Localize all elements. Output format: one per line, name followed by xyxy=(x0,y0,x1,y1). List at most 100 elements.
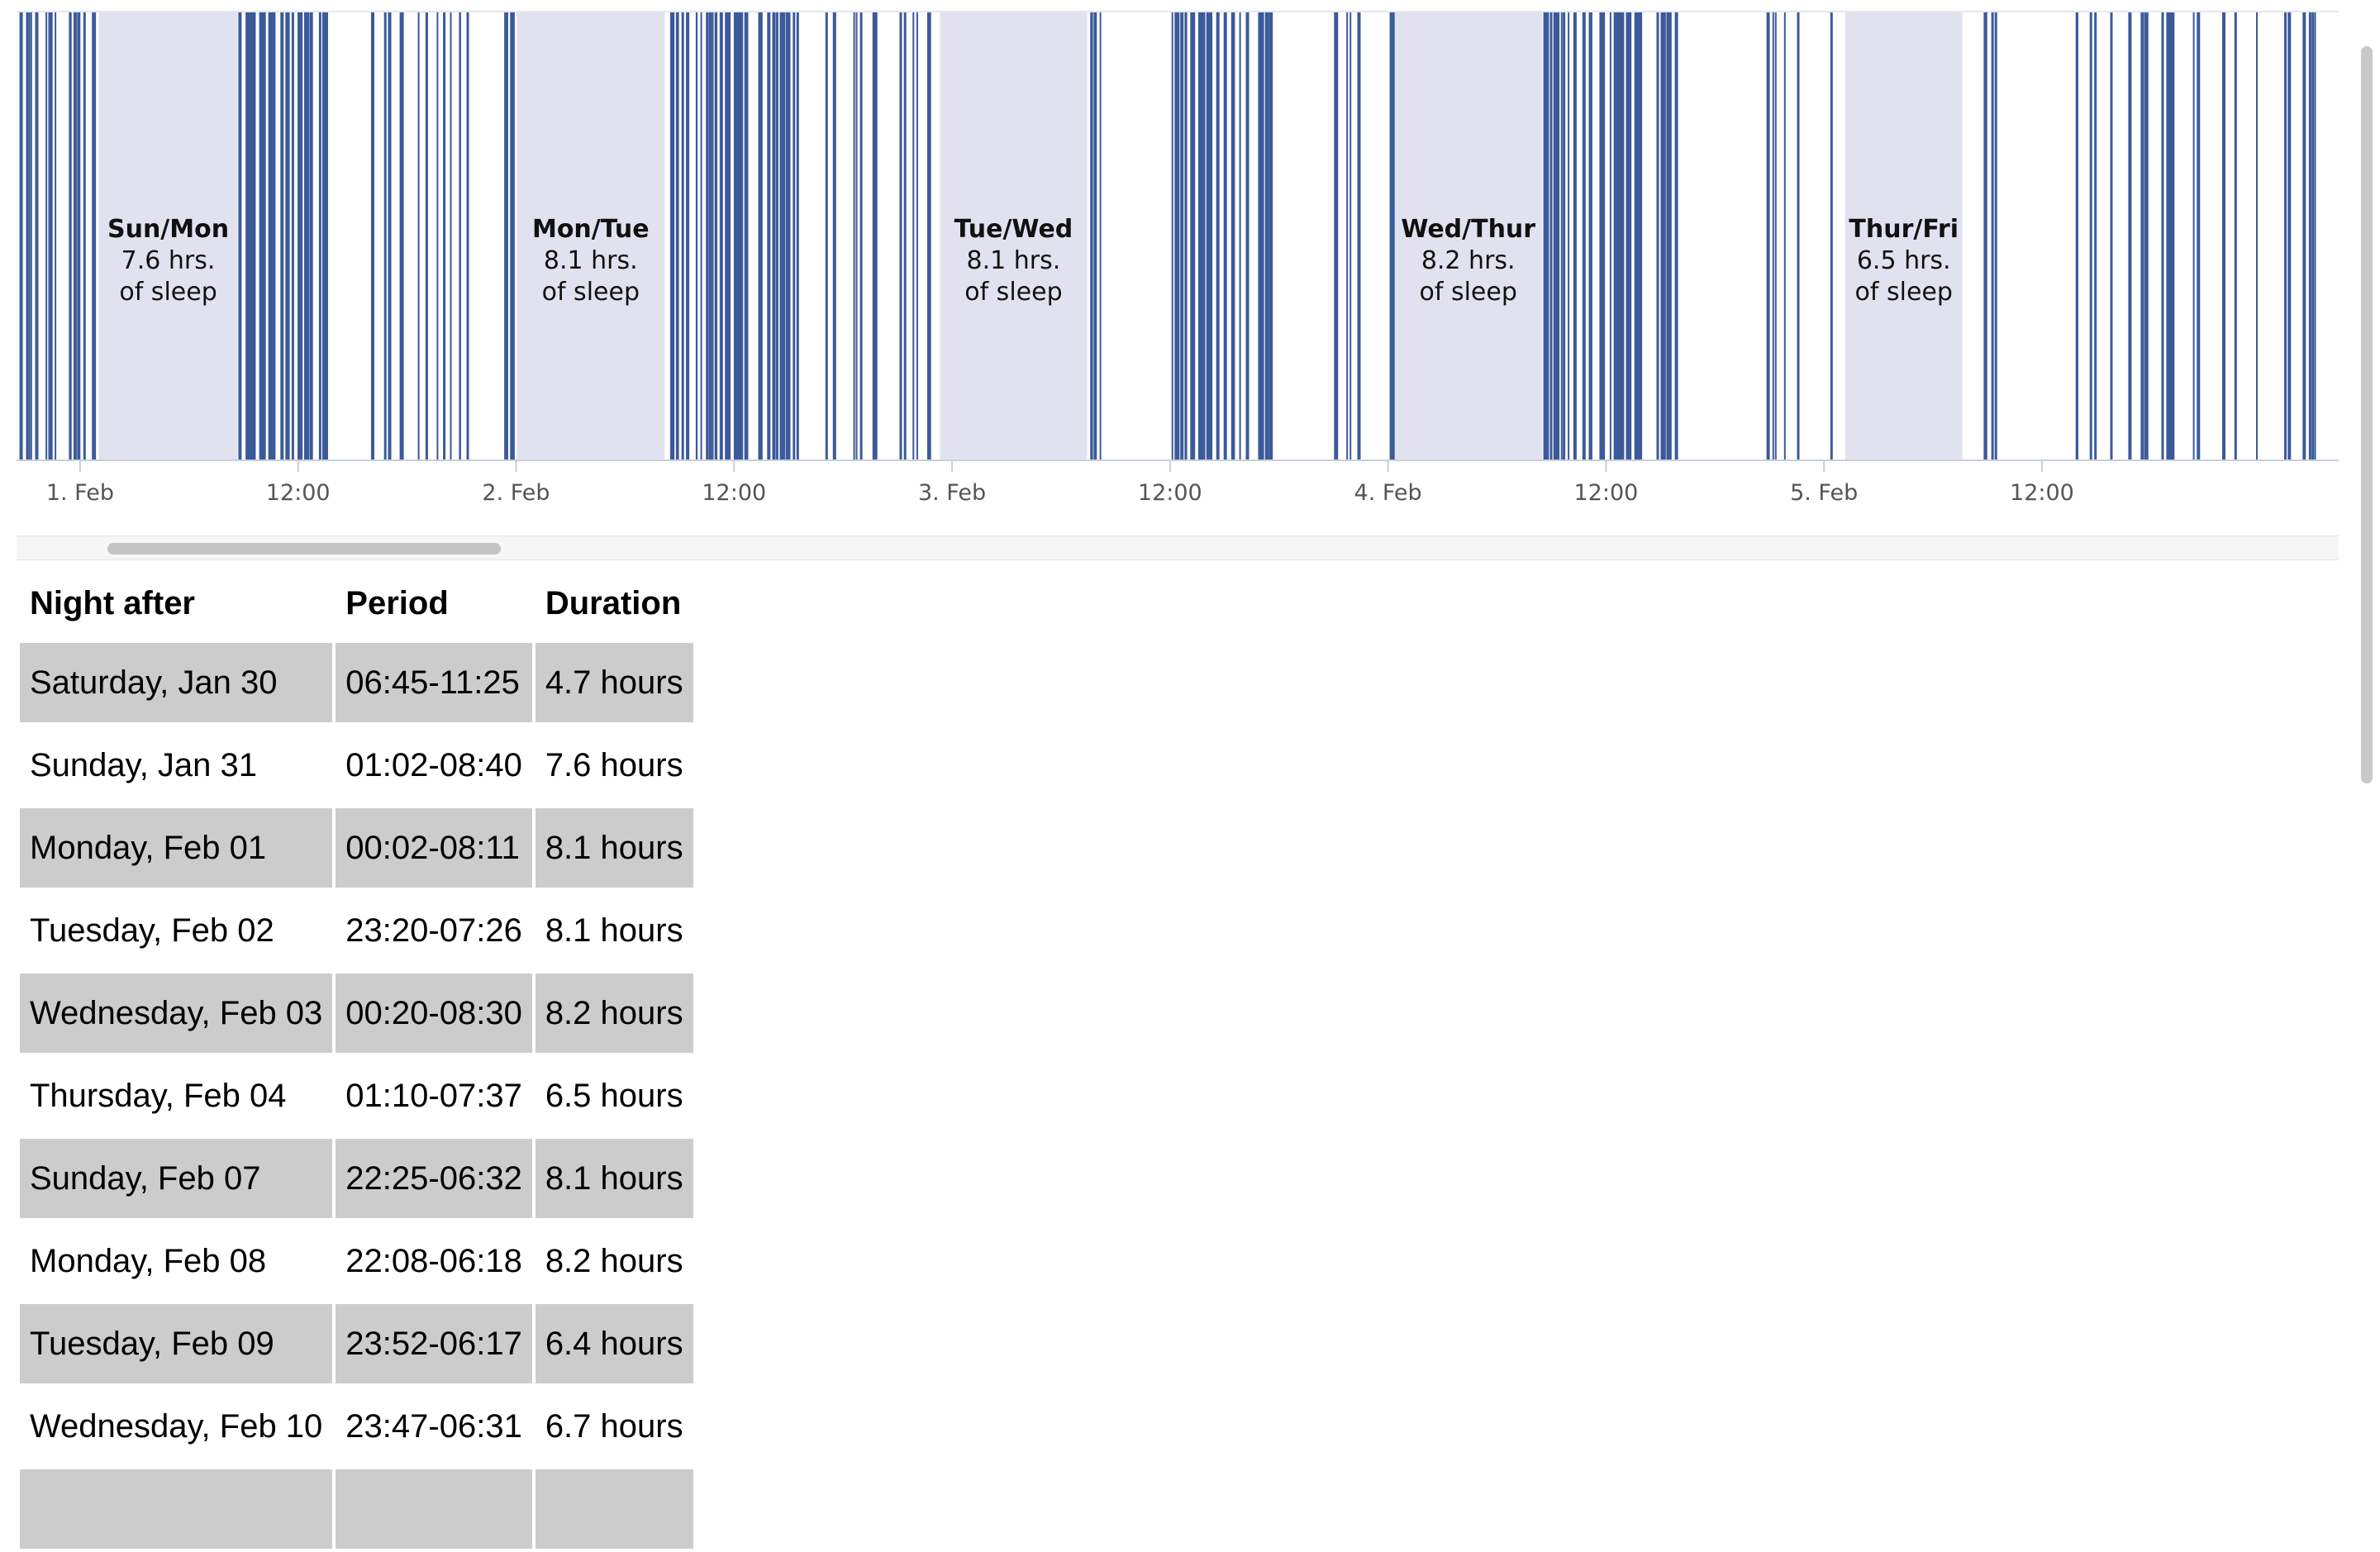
activity-bar xyxy=(73,12,77,460)
sleep-band-label-title: Thur/Fri xyxy=(1849,215,1959,244)
activity-bar xyxy=(45,12,48,460)
activity-bar xyxy=(1232,12,1235,460)
activity-bar xyxy=(1983,12,1987,460)
activity-bar xyxy=(2094,12,2097,460)
period-cell: 22:25-06:32 xyxy=(336,1139,532,1221)
column-header-duration: Duration xyxy=(545,584,682,621)
activity-bar xyxy=(50,12,53,460)
activity-bar xyxy=(2308,12,2311,460)
activity-bar xyxy=(779,12,783,460)
activity-bar xyxy=(280,12,284,460)
activity-bar xyxy=(832,12,836,460)
activity-bar xyxy=(1774,12,1777,460)
duration-cell: 6.7 hours xyxy=(535,1387,693,1469)
activity-bar xyxy=(2110,12,2113,460)
duration-cell: 8.2 hours xyxy=(535,1221,693,1304)
activity-bar xyxy=(1635,12,1637,460)
activity-bar xyxy=(1269,12,1272,460)
activity-bar xyxy=(759,12,761,460)
activity-bar xyxy=(35,12,38,460)
activity-bar xyxy=(300,12,303,460)
night-after-cell: Monday, Feb 01 xyxy=(20,808,333,891)
chart-horizontal-scrollbar[interactable] xyxy=(17,536,2339,560)
activity-bar xyxy=(55,12,57,460)
page-vertical-scrollbar-thumb[interactable] xyxy=(2361,46,2373,783)
activity-bar xyxy=(853,12,855,460)
night-after-cell: Monday, Feb 08 xyxy=(20,1221,333,1304)
activity-bar xyxy=(686,12,690,460)
night-after-cell: Tuesday, Feb 02 xyxy=(20,891,333,974)
activity-bar xyxy=(1265,12,1269,460)
activity-bar xyxy=(1797,12,1800,460)
activity-bar xyxy=(1660,12,1664,460)
sleep-band xyxy=(1844,12,1963,460)
activity-bar xyxy=(700,12,702,460)
activity-bar xyxy=(309,12,313,460)
sleep-band-label-title: Wed/Thur xyxy=(1401,215,1535,244)
activity-bar xyxy=(1334,12,1336,460)
sleep-band-label-hours_text: 8.2 hrs. xyxy=(1421,246,1516,275)
activity-bar xyxy=(1545,12,1549,460)
activity-bar xyxy=(708,12,712,460)
activity-bar xyxy=(715,12,718,460)
activity-bar xyxy=(1197,12,1201,460)
chart-scrollbar-thumb[interactable] xyxy=(107,543,501,555)
activity-bar xyxy=(1260,12,1264,460)
duration-cell: 4.7 hours xyxy=(535,643,693,726)
activity-bar xyxy=(1346,12,1349,460)
activity-bar xyxy=(2089,12,2092,460)
night-after-cell: Saturday, Jan 30 xyxy=(20,643,333,726)
activity-bar xyxy=(425,12,428,460)
activity-bar xyxy=(261,12,264,460)
period-cell: 23:52-06:17 xyxy=(336,1304,532,1387)
activity-bar xyxy=(1245,12,1250,460)
duration-cell: 8.1 hours xyxy=(535,808,693,891)
activity-bar xyxy=(371,12,374,460)
x-tick-label: 3. Feb xyxy=(918,480,986,506)
activity-bar xyxy=(1207,12,1211,460)
activity-bar xyxy=(48,12,52,460)
activity-bar xyxy=(1391,12,1395,460)
sleep-band-label-suffix: of sleep xyxy=(1420,278,1517,307)
activity-bar xyxy=(2140,12,2144,460)
x-tick-label: 2. Feb xyxy=(482,480,550,506)
period-cell: 00:20-08:30 xyxy=(336,974,532,1056)
activity-bar xyxy=(1676,12,1678,460)
activity-bar xyxy=(1666,12,1670,460)
activity-bar xyxy=(1389,12,1393,460)
x-tick-label: 1. Feb xyxy=(46,480,114,506)
activity-bar xyxy=(1090,12,1092,460)
table-row: Sunday, Feb 07 22:25-06:32 8.1 hours xyxy=(20,1139,693,1221)
period-cell xyxy=(336,1469,532,1552)
x-tick-label: 12:00 xyxy=(1573,480,1638,506)
activity-bar xyxy=(872,12,876,460)
activity-bar xyxy=(783,12,786,460)
activity-bar xyxy=(2166,12,2169,460)
activity-bar xyxy=(2168,12,2172,460)
sleep-band-label-suffix: of sleep xyxy=(1855,278,1953,307)
activity-bar xyxy=(696,12,698,460)
table-row: Saturday, Jan 30 06:45-11:25 4.7 hours xyxy=(20,643,693,726)
activity-bar xyxy=(77,12,81,460)
activity-bar xyxy=(772,12,774,460)
activity-bar xyxy=(291,12,294,460)
table-header-row: Night after Period Duration xyxy=(20,564,693,643)
activity-bar xyxy=(1621,12,1625,460)
activity-bar xyxy=(2314,12,2316,460)
activity-bar xyxy=(2161,12,2164,460)
activity-bar xyxy=(1568,12,1570,460)
sleep-band-label-suffix: of sleep xyxy=(542,278,640,307)
activity-bar xyxy=(774,12,776,460)
activity-bar xyxy=(1669,12,1672,460)
activity-bar xyxy=(796,12,799,460)
period-cell: 06:45-11:25 xyxy=(336,643,532,726)
sleep-periods-table: Night after Period Duration Saturday, Ja… xyxy=(17,564,697,1552)
activity-bar xyxy=(735,12,738,460)
table-row: Wednesday, Feb 03 00:20-08:30 8.2 hours xyxy=(20,974,693,1056)
activity-bar xyxy=(903,12,907,460)
activity-bar xyxy=(402,12,404,460)
activity-bar xyxy=(1216,12,1220,460)
activity-bar xyxy=(825,12,828,460)
period-cell: 01:10-07:37 xyxy=(336,1056,532,1139)
